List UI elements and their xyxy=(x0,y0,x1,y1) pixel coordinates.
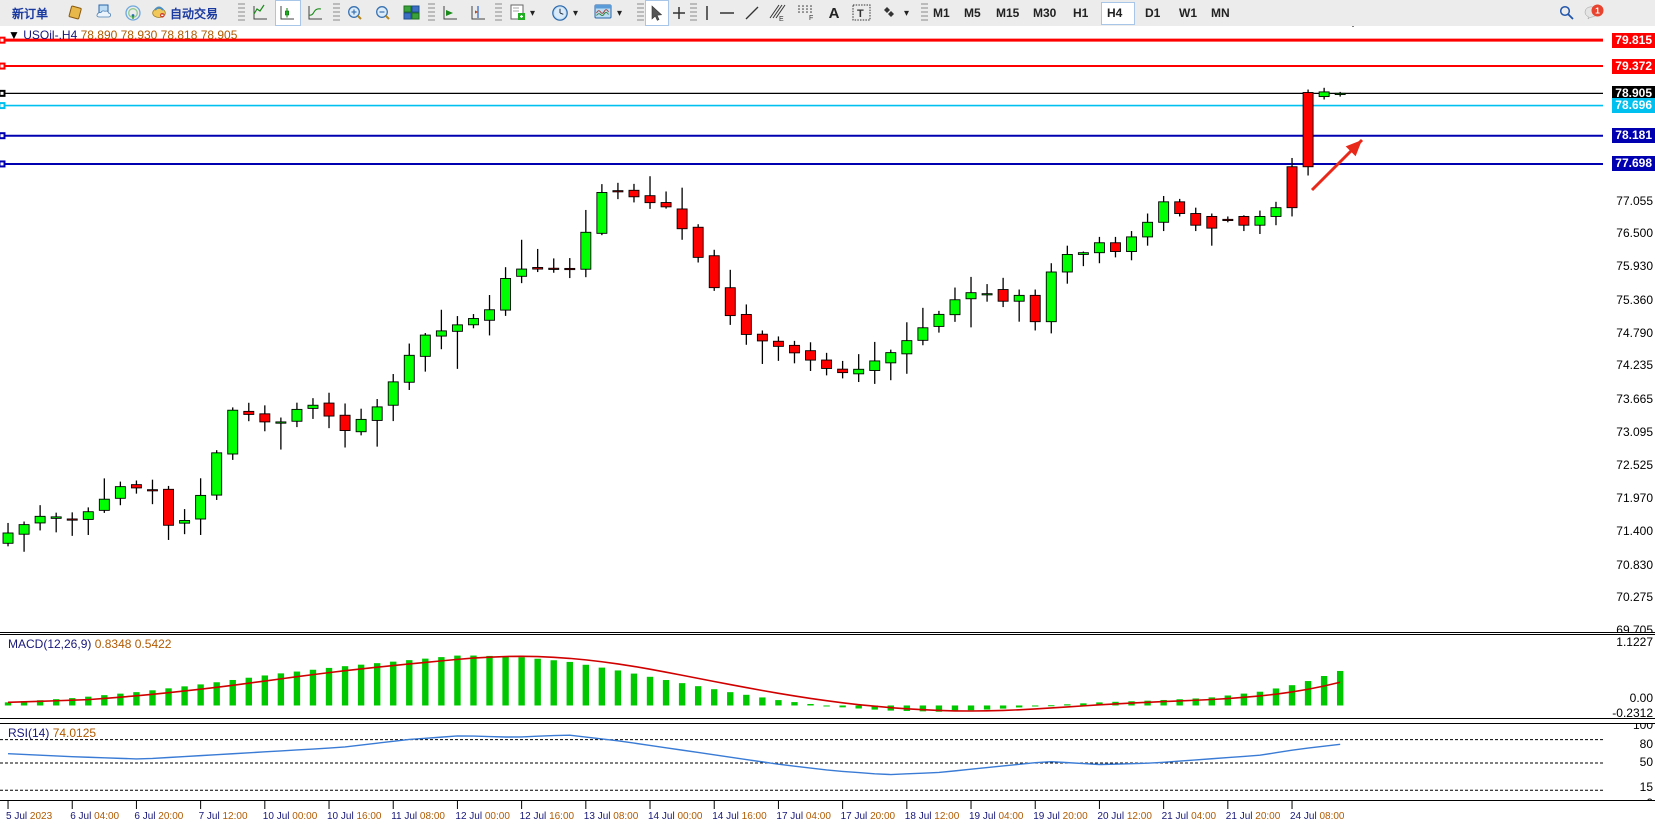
svg-text:T: T xyxy=(857,8,864,20)
svg-text:E: E xyxy=(779,16,784,22)
svg-text:1: 1 xyxy=(1595,6,1600,16)
svg-text:F: F xyxy=(809,15,813,21)
